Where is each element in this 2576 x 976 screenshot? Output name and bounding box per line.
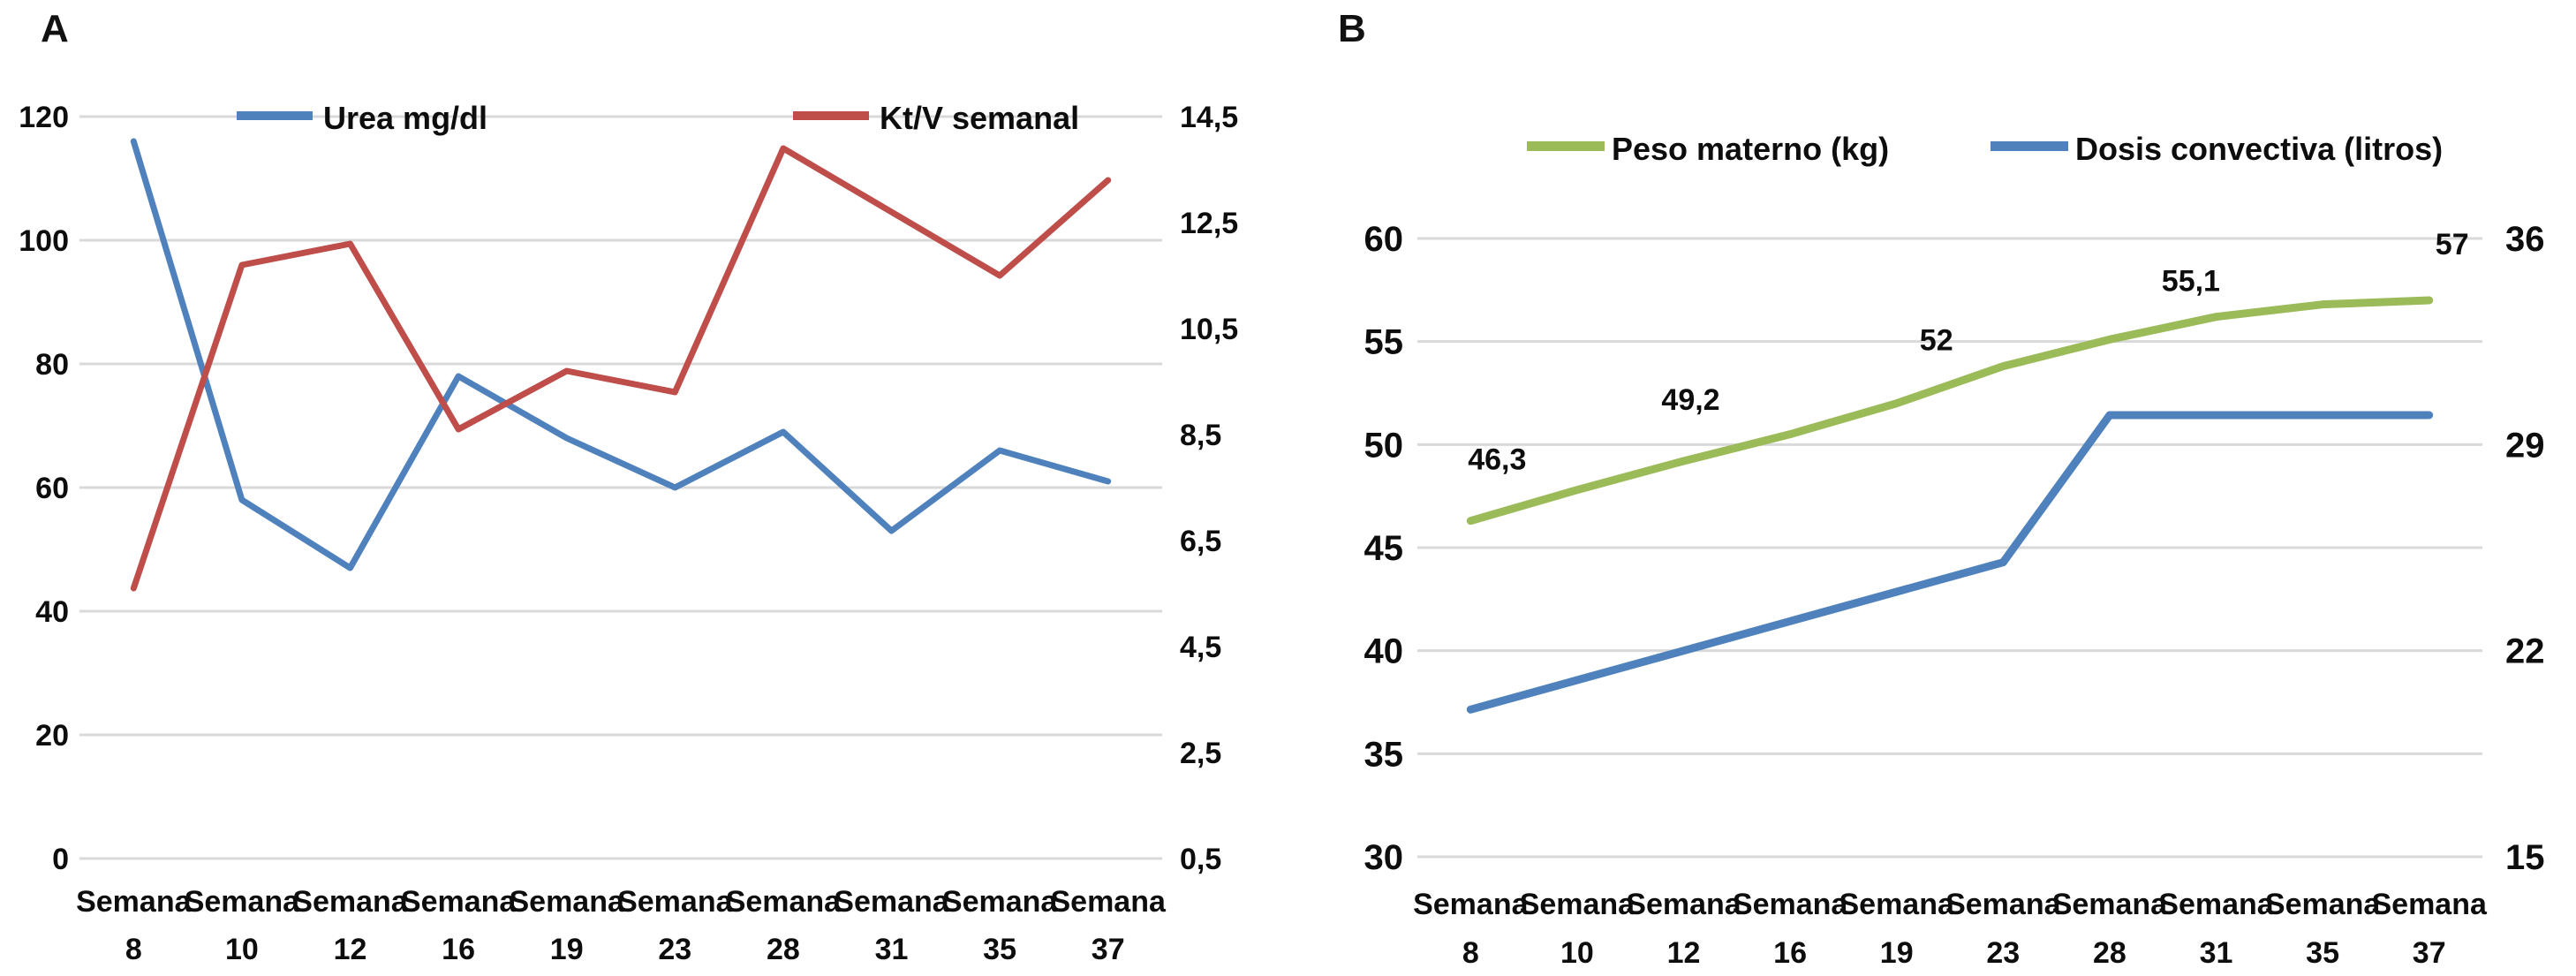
left-axis-tick-label: 50	[1364, 426, 1404, 465]
x-axis-label-prefix: Semana	[1733, 888, 1848, 921]
legend-item: Urea mg/dl	[237, 100, 487, 136]
x-axis-label-value: 35	[2306, 936, 2339, 970]
x-axis-label-prefix: Semana	[2371, 888, 2487, 921]
panel-a-letter: A	[41, 7, 69, 50]
x-axis-label-value: 37	[2413, 936, 2446, 970]
x-axis-label-value: 28	[767, 933, 800, 966]
x-axis-label-prefix: Semana	[509, 885, 624, 919]
x-axis-label-prefix: Semana	[292, 885, 408, 919]
legend-label: Dosis convectiva (litros)	[2075, 131, 2443, 167]
x-axis-label-value: 19	[1880, 936, 1914, 970]
x-axis-label-prefix: Semana	[2052, 888, 2168, 921]
x-axis-label-value: 23	[1986, 936, 2020, 970]
legend-key	[793, 111, 869, 120]
x-axis-label-prefix: Semana	[185, 885, 300, 919]
right-axis-tick-label: 12,5	[1180, 207, 1238, 240]
data-label: 46,3	[1468, 443, 1526, 477]
series-line-dosis-convectiva-litros	[1466, 411, 2434, 714]
left-axis-tick-label: 20	[35, 719, 69, 753]
x-axis-label-value: 8	[1462, 936, 1479, 970]
legend-item: Peso materno (kg)	[1527, 131, 1889, 167]
right-axis-tick-label: 4,5	[1180, 631, 1221, 664]
left-axis-tick-label: 35	[1364, 735, 1404, 774]
right-axis-tick-label: 14,5	[1180, 101, 1238, 134]
x-axis-label-prefix: Semana	[1626, 888, 1741, 921]
panel-a-chart: 120 100 80 60 40 20 0 14,5 12,5 10,5 8,5 6,5 4,5 2,5 0…	[19, 100, 1238, 966]
x-axis-label-prefix: Semana	[1839, 888, 1954, 921]
series-line-urea-mg-dl	[130, 138, 1112, 571]
x-axis-label-prefix: Semana	[76, 885, 192, 919]
x-axis-label-prefix: Semana	[2265, 888, 2381, 921]
x-axis-label-value: 37	[1092, 933, 1125, 966]
x-axis-label-value: 35	[983, 933, 1016, 966]
x-axis-label-value: 16	[442, 933, 475, 966]
left-axis-tick-label: 40	[1364, 632, 1404, 671]
right-axis-tick-label: 8,5	[1180, 419, 1221, 452]
series-line-kt-v-semanal	[130, 145, 1112, 592]
left-axis-tick-label: 40	[35, 595, 69, 629]
x-axis-label-prefix: Semana	[726, 885, 842, 919]
right-axis-tick-label: 6,5	[1180, 525, 1221, 558]
legend-label: Peso materno (kg)	[1612, 131, 1889, 167]
left-axis-tick-label: 45	[1364, 529, 1404, 568]
left-axis-tick-label: 60	[1364, 220, 1404, 259]
x-axis-label-prefix: Semana	[2158, 888, 2274, 921]
panel-b: B 60 55 50 45 40 35 30 36 29 22 15 46,3 49,2 52 55,1 57…	[1288, 0, 2576, 976]
left-axis-tick-label: 60	[35, 472, 69, 505]
legend-key	[1527, 141, 1605, 151]
x-axis-label-value: 16	[1773, 936, 1807, 970]
x-axis-label-prefix: Semana	[1520, 888, 1635, 921]
left-axis-tick-label: 55	[1364, 323, 1404, 362]
x-axis-label-value: 12	[1667, 936, 1701, 970]
panel-b-chart: 60 55 50 45 40 35 30 36 29 22 15 46,3 49,2 52 55,1 57 Pe…	[1364, 131, 2545, 970]
right-axis-tick-label: 10,5	[1180, 313, 1238, 346]
legend-item: Kt/V semanal	[793, 100, 1079, 136]
x-axis-label-prefix: Semana	[401, 885, 517, 919]
right-axis-tick-label: 29	[2505, 426, 2545, 465]
x-axis-label-prefix: Semana	[617, 885, 733, 919]
data-label: 52	[1920, 324, 1953, 358]
panel-b-letter: B	[1338, 7, 1366, 50]
left-axis-tick-label: 0	[52, 843, 69, 876]
data-label: 57	[2436, 228, 2469, 261]
x-axis-label-value: 10	[1560, 936, 1594, 970]
x-axis-label-value: 23	[658, 933, 691, 966]
x-axis-label-prefix: Semana	[942, 885, 1058, 919]
legend-key	[1991, 141, 2068, 151]
right-axis-tick-label: 15	[2505, 838, 2545, 877]
left-axis-tick-label: 80	[35, 348, 69, 382]
x-axis-label-prefix: Semana	[1413, 888, 1529, 921]
x-axis-label-value: 12	[334, 933, 367, 966]
legend-item: Dosis convectiva (litros)	[1991, 131, 2443, 167]
right-axis-tick-label: 22	[2505, 632, 2545, 671]
x-axis-label-value: 8	[125, 933, 142, 966]
series-line-peso-materno-kg	[1466, 296, 2434, 526]
data-label: 55,1	[2162, 264, 2220, 298]
right-axis-tick-label: 2,5	[1180, 737, 1221, 770]
x-axis-label-value: 31	[875, 933, 909, 966]
legend-key	[237, 111, 313, 120]
gridlines	[1417, 237, 2482, 859]
data-label: 49,2	[1661, 383, 1719, 417]
left-axis-tick-label: 30	[1364, 838, 1404, 877]
x-axis-label-value: 31	[2200, 936, 2233, 970]
x-axis-label-prefix: Semana	[1050, 885, 1166, 919]
right-axis-tick-label: 0,5	[1180, 843, 1221, 876]
x-axis-label-value: 28	[2093, 936, 2127, 970]
right-axis-tick-label: 36	[2505, 220, 2545, 259]
gridlines	[79, 115, 1162, 860]
x-axis-label-prefix: Semana	[834, 885, 949, 919]
x-axis-label-value: 10	[225, 933, 259, 966]
legend-label: Urea mg/dl	[323, 100, 487, 136]
x-axis-label-value: 19	[550, 933, 584, 966]
x-axis-label-prefix: Semana	[1945, 888, 2061, 921]
panel-a: A 120 100 80 60 40 20 0 14,5 12,5 10,5 8,5 6,5 4,5 2,…	[19, 7, 1238, 966]
left-axis-tick-label: 120	[19, 101, 69, 134]
legend-label: Kt/V semanal	[880, 100, 1079, 136]
left-axis-tick-label: 100	[19, 224, 69, 258]
